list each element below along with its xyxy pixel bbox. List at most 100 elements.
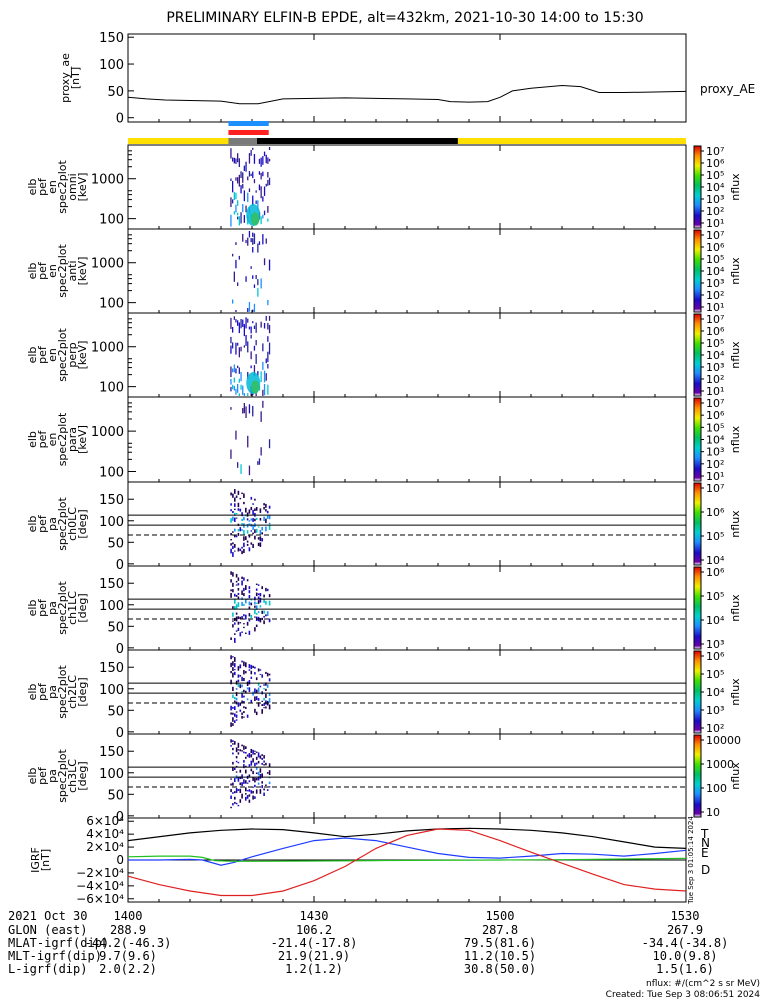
flux-speckle [267, 336, 269, 342]
pa-speckle [230, 579, 232, 583]
ylabel-line: pef [36, 345, 49, 364]
flux-speckle [267, 351, 269, 363]
flux-speckle [247, 371, 249, 379]
proxy-ae-line [127, 84, 687, 105]
ylabel-line: en [46, 433, 59, 447]
flux-speckle [240, 185, 242, 194]
flux-speckle [230, 386, 232, 392]
colorbar-strip [693, 650, 702, 734]
flux-speckle [260, 216, 262, 225]
flux-speckle [235, 310, 237, 312]
pa-speckle [255, 583, 258, 585]
ylabel-line: pef [36, 682, 49, 701]
pa-speckle [232, 767, 234, 771]
pa-speckle [234, 508, 236, 510]
flux-speckle [267, 384, 269, 395]
pa-speckle [252, 777, 254, 781]
flux-speckle [252, 232, 254, 237]
pa-speckle [234, 741, 236, 745]
pa-speckle [230, 637, 232, 640]
pa-speckle [259, 597, 262, 603]
pa-speckle [261, 762, 263, 765]
pa-speckle [234, 801, 236, 804]
pa-speckle [243, 623, 245, 625]
flux-speckle [230, 379, 232, 385]
pa-speckle [230, 543, 232, 546]
pa-speckle [232, 542, 234, 545]
y-tick-label: 50 [107, 704, 124, 719]
flux-speckle [268, 439, 271, 449]
pa-speckle [234, 606, 236, 610]
ylabel-line: elb [26, 263, 39, 280]
pa-speckle [257, 542, 260, 547]
pa-speckle [232, 612, 234, 617]
pa-speckle [255, 624, 258, 627]
pa-speckle [254, 688, 256, 693]
pa-speckle [261, 700, 263, 702]
pa-speckle [268, 673, 271, 676]
pa-speckle [230, 492, 232, 496]
pa-speckle [232, 743, 234, 745]
ylabel-line: pef [36, 430, 49, 449]
flux-speckle [248, 302, 251, 312]
ylabel-line: elb [26, 347, 39, 364]
colorbar-tick-label: 10⁶ [706, 241, 725, 254]
pa-speckle [250, 614, 253, 619]
pa-speckle [250, 496, 253, 500]
colorbar-tick-label: 10⁴ [706, 434, 725, 447]
flux-speckle [247, 176, 249, 181]
flux-speckle [260, 172, 262, 180]
time-1530: 1530 [671, 909, 700, 923]
pa-speckle [255, 751, 258, 753]
pa-speckle [230, 662, 232, 668]
flux-speckle [257, 287, 259, 297]
flux-speckle [253, 365, 256, 377]
pa-speckle [268, 515, 271, 520]
pa-speckle [250, 542, 253, 545]
pa-speckle [239, 497, 242, 500]
pa-speckle [252, 503, 254, 505]
ylabel-line: en [46, 180, 59, 194]
flux-speckle [268, 147, 271, 150]
pa-speckle [245, 671, 247, 674]
flux-speckle [263, 370, 266, 383]
igrf-line-D [127, 828, 687, 897]
pa-speckle [230, 589, 232, 592]
pa-speckle [263, 620, 265, 625]
pa-speckle [254, 535, 256, 540]
pa-speckle [235, 688, 238, 690]
pa-speckle [265, 614, 267, 617]
pa-speckle [232, 747, 234, 751]
pa-speckle [252, 509, 254, 515]
flux-speckle [247, 237, 249, 246]
pa-speckle [254, 508, 256, 511]
pa-speckle [266, 684, 269, 688]
panel-ch3LC-flux [230, 739, 271, 809]
pa-speckle [266, 510, 269, 514]
science-zone-marker-red [228, 130, 269, 135]
pa-speckle [248, 520, 251, 522]
flux-speckle [268, 315, 271, 321]
flux-speckle [260, 278, 262, 289]
pa-speckle [243, 695, 245, 698]
pa-speckle [254, 601, 256, 605]
mlat-value: 79.5(81.6) [464, 936, 536, 950]
pa-speckle [255, 507, 258, 511]
colorbar-tick-label: 10⁷ [706, 313, 724, 326]
igrf-line-T [127, 827, 687, 849]
pa-speckle [257, 611, 260, 613]
pa-speckle [257, 683, 260, 686]
pa-speckle [257, 584, 260, 586]
pa-speckle [241, 712, 243, 715]
pa-speckle [232, 706, 234, 709]
ylabel-line: IGRF [29, 847, 42, 873]
ylabel-line: en [46, 264, 59, 278]
pa-speckle [232, 531, 234, 533]
y-tick-label: 150 [99, 493, 124, 508]
y-tick-label: 150 [99, 31, 124, 46]
flux-speckle [265, 154, 267, 164]
pa-speckle [255, 517, 258, 520]
pa-speckle [243, 716, 245, 718]
flux-speckle [240, 171, 242, 178]
